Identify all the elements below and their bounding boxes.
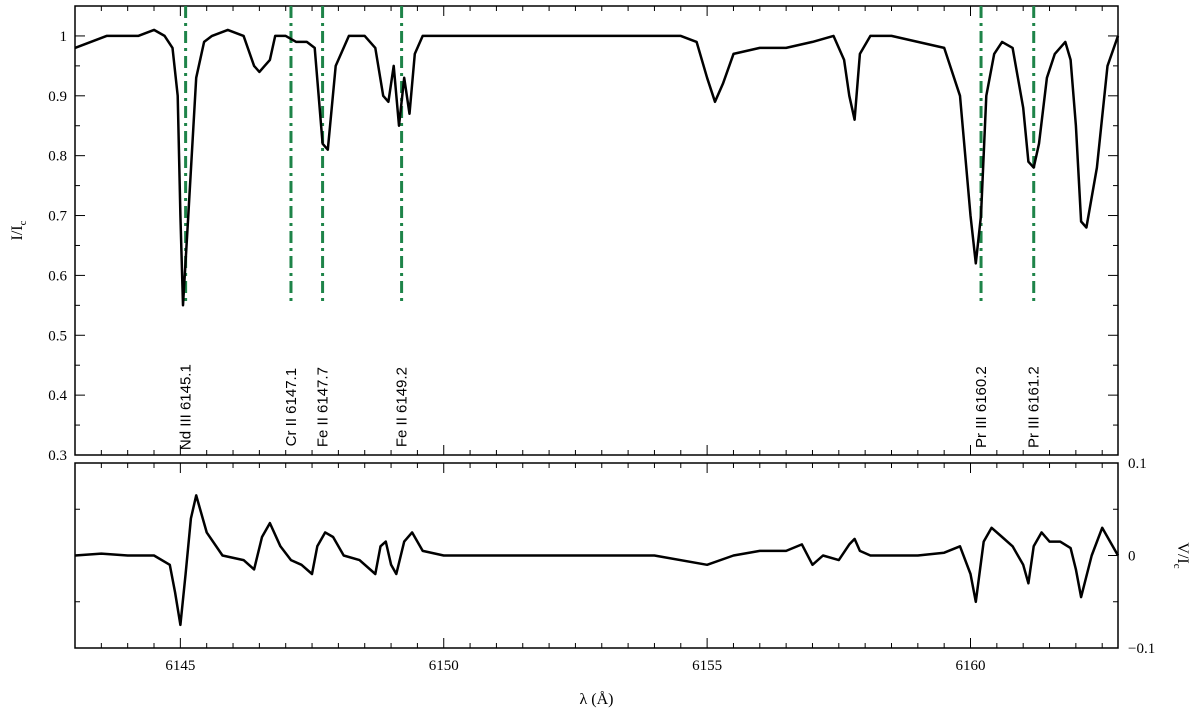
y-tick-label: 0.5 [48,328,67,344]
line-marker-label: Pr III 6160.2 [973,366,990,448]
y-tick-label: 0.7 [48,209,67,225]
stokes-v-ticks: 6145 6150 6155 6160 −0.1 0 0.1 [74,456,1155,674]
stokes-v-series [74,494,1120,627]
stokes-v-line [74,494,1120,627]
intensity-series [74,28,1120,307]
intensity-ticks: 0.3 0.4 0.5 0.6 0.7 0.8 0.9 1 [48,5,1118,464]
x-tick-label: 6160 [956,658,986,674]
intensity-plot-frame [74,5,1119,456]
x-axis-label: λ (Å) [580,690,614,708]
x-tick-label: 6145 [165,658,195,674]
line-marker-label: Fe II 6149.2 [394,367,411,447]
y-tick-label: 0.9 [48,89,67,105]
stokes-v-y-axis-label: V/Ic [1171,542,1191,568]
line-marker-label: Fe II 6147.7 [315,367,332,447]
intensity-line [74,28,1120,307]
stokes-v-panel: 6145 6150 6155 6160 −0.1 0 0.1 V/Ic [74,456,1191,674]
y-tick-label: 0 [1128,549,1136,565]
y-tick-label: −0.1 [1128,641,1155,657]
y-tick-label: 0.6 [48,268,67,284]
intensity-y-axis-label: I/Ic [9,220,29,240]
line-marker-label: Pr III 6161.2 [1026,366,1043,448]
y-tick-label: 0.8 [48,149,67,165]
x-tick-label: 6150 [429,658,459,674]
y-tick-label: 0.4 [48,388,67,404]
y-tick-label: 0.3 [48,448,67,464]
x-tick-label: 6155 [692,658,722,674]
line-marker-label: Cr II 6147.1 [283,368,300,446]
line-annotations: Nd III 6145.1 Cr II 6147.1 Fe II 6147.7 Fe … [178,6,1043,450]
line-marker-label: Nd III 6145.1 [178,364,195,450]
intensity-panel: 0.3 0.4 0.5 0.6 0.7 0.8 0.9 1 Nd III 6145.1 Cr I… [9,5,1120,464]
y-tick-label: 1 [60,29,68,45]
y-tick-label: 0.1 [1128,456,1147,472]
